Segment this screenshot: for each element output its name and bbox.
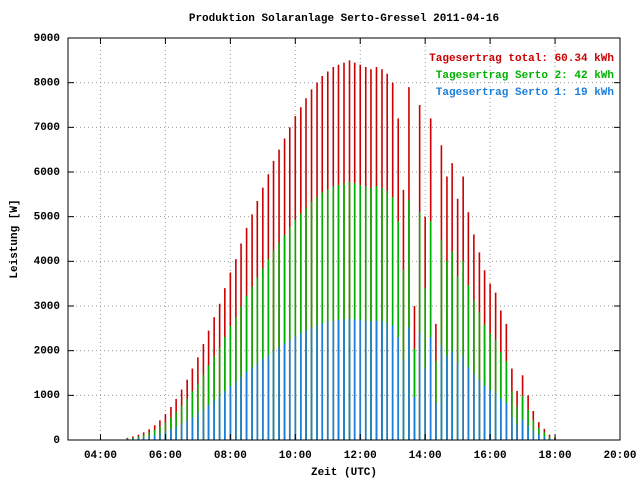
x-tick-label: 20:00 [603,450,636,462]
legend-entry: Tagesertrag Serto 2: 42 kWh [436,70,614,82]
x-tick-label: 04:00 [84,450,117,462]
legend-entry: Tagesertrag Serto 1: 19 kWh [436,87,614,99]
x-tick-label: 14:00 [409,450,442,462]
y-tick-label: 5000 [34,212,60,224]
y-tick-label: 3000 [34,301,60,313]
chart-title: Produktion Solaranlage Serto-Gressel 201… [189,13,499,25]
y-tick-label: 9000 [34,33,60,45]
y-tick-label: 7000 [34,122,60,134]
x-axis-label: Zeit (UTC) [311,467,377,479]
plot-frame [67,37,621,441]
y-tick-label: 8000 [34,78,60,90]
axes: 0 1000 2000 3000 4000 5000 6000 7000 8000 9000 04:… [34,33,637,462]
y-tick-label: 6000 [34,167,60,179]
plot-area [126,60,556,440]
legend-entry: Tagesertrag total: 60.34 kWh [429,53,614,65]
x-tick-label: 18:00 [539,450,572,462]
x-tick-label: 10:00 [279,450,312,462]
y-tick-label: 0 [53,435,60,447]
y-tick-label: 4000 [34,256,60,268]
x-tick-label: 08:00 [214,450,247,462]
y-axis-label: Leistung [W] [9,199,21,278]
y-tick-label: 1000 [34,390,60,402]
x-tick-label: 12:00 [344,450,377,462]
x-tick-label: 16:00 [474,450,507,462]
y-tick-label: 2000 [34,346,60,358]
x-tick-label: 06:00 [149,450,182,462]
